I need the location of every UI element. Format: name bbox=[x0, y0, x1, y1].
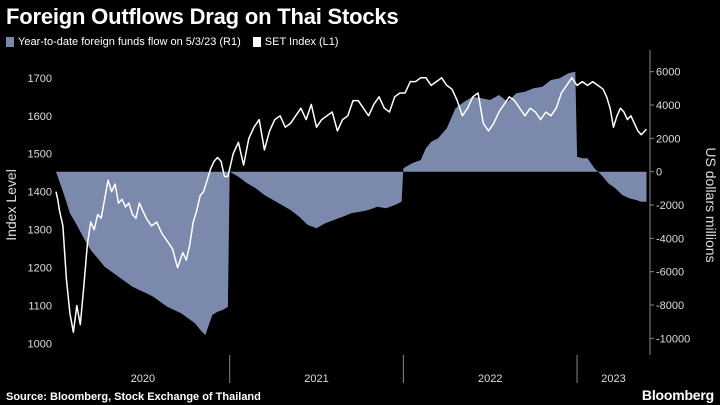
legend-item-set-index: SET Index (L1) bbox=[252, 36, 339, 48]
right-tick-label: 4000 bbox=[656, 100, 680, 112]
right-tick-label: 0 bbox=[656, 167, 662, 179]
x-year-label: 2022 bbox=[478, 373, 502, 385]
right-tick-label: -6000 bbox=[656, 267, 684, 279]
legend-item-fund-flow: Year-to-date foreign funds flow on 5/3/2… bbox=[6, 36, 241, 48]
left-tick-label: 1600 bbox=[28, 111, 52, 123]
left-tick-label: 1000 bbox=[28, 339, 52, 351]
left-tick-label: 1100 bbox=[28, 301, 52, 313]
source-note: Source: Bloomberg, Stock Exchange of Tha… bbox=[6, 391, 261, 403]
left-tick-label: 1500 bbox=[28, 149, 52, 161]
right-tick-label: -4000 bbox=[656, 233, 684, 245]
fund-flow-swatch-icon bbox=[6, 37, 14, 47]
x-year-label: 2021 bbox=[304, 373, 328, 385]
left-axis-title: Index Level bbox=[3, 169, 19, 241]
left-tick-label: 1400 bbox=[28, 187, 52, 199]
set-index-line bbox=[55, 77, 648, 333]
right-tick-label: -10000 bbox=[656, 333, 690, 345]
chart-title: Foreign Outflows Drag on Thai Stocks bbox=[6, 4, 399, 29]
legend-label-fund-flow: Year-to-date foreign funds flow on 5/3/2… bbox=[18, 36, 241, 48]
left-tick-label: 1700 bbox=[28, 73, 52, 85]
right-tick-label: -2000 bbox=[656, 200, 684, 212]
fund-flow-area bbox=[56, 71, 647, 335]
legend-label-set-index: SET Index (L1) bbox=[264, 36, 339, 48]
set-index-swatch-icon bbox=[252, 37, 261, 47]
right-tick-label: 2000 bbox=[656, 133, 680, 145]
right-tick-label: -8000 bbox=[656, 300, 684, 312]
left-tick-label: 1200 bbox=[28, 263, 52, 275]
legend: Year-to-date foreign funds flow on 5/3/2… bbox=[6, 35, 339, 49]
x-year-label: 2023 bbox=[601, 373, 625, 385]
right-axis-title: US dollars millions bbox=[703, 147, 719, 262]
left-tick-label: 1300 bbox=[28, 225, 52, 237]
right-tick-label: 6000 bbox=[656, 67, 680, 79]
brand-logo: Bloomberg bbox=[641, 387, 714, 403]
x-year-label: 2020 bbox=[131, 373, 155, 385]
